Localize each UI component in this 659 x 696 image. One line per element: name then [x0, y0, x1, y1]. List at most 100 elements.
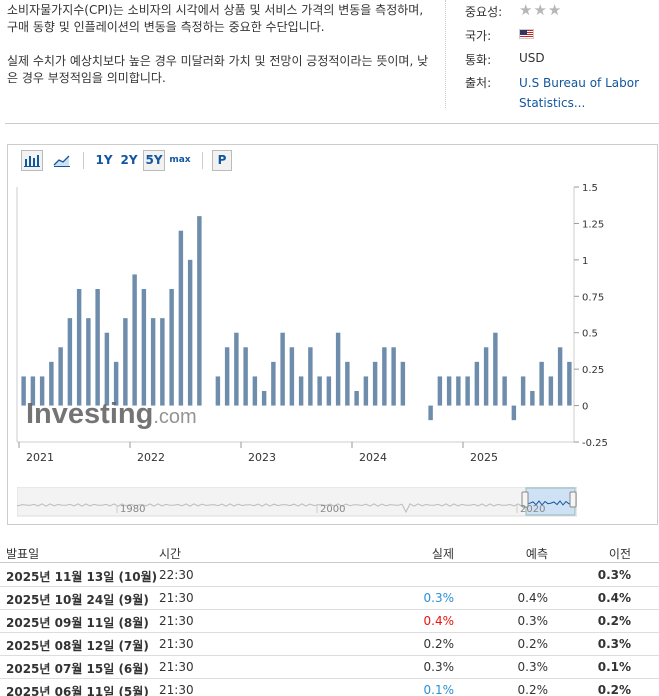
bar: [298, 376, 304, 406]
x-tick-label: 2021: [26, 451, 54, 464]
bar: [39, 376, 45, 406]
divider: [445, 0, 446, 108]
description-paragraph-2: 실제 수치가 예상치보다 높은 경우 미달러화 가치 및 전망이 긍정적이라는 …: [7, 54, 429, 85]
source-label: 출처:: [465, 76, 492, 90]
bar: [113, 361, 119, 406]
us-flag-icon: [519, 27, 534, 41]
y-tick-label: 1.25: [582, 219, 604, 230]
navigator-right-handle[interactable]: [569, 491, 577, 508]
event-description: 소비자물가지수(CPI)는 소비자의 시각에서 상품 및 서비스 가격의 변동을…: [7, 2, 437, 104]
header-date: 발표일: [6, 547, 40, 561]
bar: [483, 347, 489, 406]
bar: [224, 347, 230, 406]
header-forecast: 예측: [525, 547, 548, 561]
bar: [289, 347, 295, 406]
navigator-tick-label: 1980: [120, 504, 145, 515]
bar: [178, 230, 184, 406]
bar: [372, 361, 378, 406]
bar: [215, 376, 221, 406]
chart-navigator[interactable]: 1980 2000 2020: [17, 487, 577, 517]
range-2y-button[interactable]: 2Y: [120, 153, 138, 167]
bar: [354, 391, 359, 406]
bar: [67, 318, 73, 406]
bar: [530, 391, 535, 406]
table-row: 2025년 06월 11일 (5월) 21:30 0.1% 0.2% 0.2%: [0, 679, 659, 696]
bar: [493, 332, 498, 406]
x-tick-label: 2022: [137, 451, 165, 464]
source-link-line-2[interactable]: Statistics...: [519, 96, 586, 110]
row-forecast: 0.4%: [517, 591, 549, 605]
header-actual: 실제: [431, 547, 454, 561]
bar: [187, 259, 193, 406]
importance-stars-icon: ★★★: [519, 1, 563, 19]
range-1y-button[interactable]: 1Y: [95, 153, 113, 167]
country-label: 국가:: [465, 29, 492, 43]
row-actual: 0.3%: [423, 660, 455, 674]
navigator-background: [17, 487, 577, 517]
x-tick-label: 2023: [248, 451, 276, 464]
y-tick-label: 0.75: [582, 292, 604, 303]
bar: [150, 318, 156, 406]
description-paragraph-1: 소비자물가지수(CPI)는 소비자의 시각에서 상품 및 서비스 가격의 변동을…: [7, 3, 424, 34]
bar-chart-icon[interactable]: [21, 150, 43, 171]
row-date: 2025년 07월 15일 (6월): [6, 662, 149, 676]
bar: [456, 376, 461, 406]
bar: [382, 347, 387, 406]
header-time: 시간: [159, 547, 182, 561]
y-tick-label: 0.25: [582, 365, 604, 376]
bar: [160, 318, 165, 406]
table-row: 2025년 08월 12일 (7월) 21:30 0.2% 0.2% 0.3%: [0, 633, 659, 656]
currency-value: USD: [519, 51, 545, 65]
bar: [280, 332, 285, 406]
navigator-history-line: [17, 503, 575, 514]
row-date: 2025년 10월 24일 (9월): [6, 593, 149, 607]
bar: [317, 376, 322, 406]
table-row: 2025년 10월 24일 (9월) 21:30 0.3% 0.4% 0.4%: [0, 587, 659, 610]
bar: [49, 361, 54, 406]
range-p-button[interactable]: P: [212, 150, 232, 171]
source-link-line-1[interactable]: U.S Bureau of Labor: [519, 76, 640, 90]
row-time: 21:30: [159, 591, 194, 605]
row-time: 21:30: [159, 660, 194, 674]
row-previous: 0.2%: [597, 683, 631, 696]
y-tick-label: -0.25: [582, 438, 608, 449]
bar: [548, 376, 554, 406]
table-header: 발표일 시간 실제 예측 이전: [0, 541, 659, 563]
table-row: 2025년 07월 15일 (6월) 21:30 0.3% 0.3% 0.1%: [0, 656, 659, 679]
bar: [502, 376, 507, 406]
row-date: 2025년 09월 11일 (8월): [6, 616, 149, 630]
row-forecast: 0.2%: [517, 637, 549, 651]
table-row: 2025년 09월 11일 (8월) 21:30 0.4% 0.3% 0.2%: [0, 610, 659, 633]
bar: [539, 361, 544, 406]
bar: [428, 405, 433, 421]
row-previous: 0.2%: [597, 614, 631, 628]
range-5y-button[interactable]: 5Y: [143, 150, 165, 171]
row-forecast: 0.3%: [517, 614, 549, 628]
toolbar-separator: [83, 152, 84, 169]
bar: [326, 376, 332, 406]
bar: [400, 361, 406, 406]
bar: [511, 405, 517, 421]
bar: [308, 347, 313, 406]
bar: [243, 347, 248, 406]
currency-label: 통화:: [465, 53, 492, 67]
row-time: 21:30: [159, 637, 194, 651]
chart-toolbar: 1Y 2Y 5Y max P: [8, 145, 657, 176]
bar: [30, 376, 36, 406]
range-max-button[interactable]: max: [169, 155, 191, 165]
row-actual: 0.2%: [423, 637, 455, 651]
bar: [567, 361, 572, 406]
row-date: 2025년 11월 13일 (10월): [6, 570, 158, 584]
bar: [21, 376, 26, 406]
bar: [76, 289, 82, 406]
bar: [197, 216, 202, 406]
source-link[interactable]: U.S Bureau of Labor Statistics...: [519, 73, 639, 113]
bar: [335, 332, 341, 406]
area-chart-icon[interactable]: [51, 150, 73, 171]
y-tick-label: 0.5: [582, 329, 598, 340]
bar: [345, 361, 350, 406]
navigator-left-handle[interactable]: [521, 491, 529, 508]
importance-label: 중요성:: [465, 5, 503, 19]
bar: [391, 347, 396, 406]
row-actual: 0.4%: [423, 614, 455, 628]
